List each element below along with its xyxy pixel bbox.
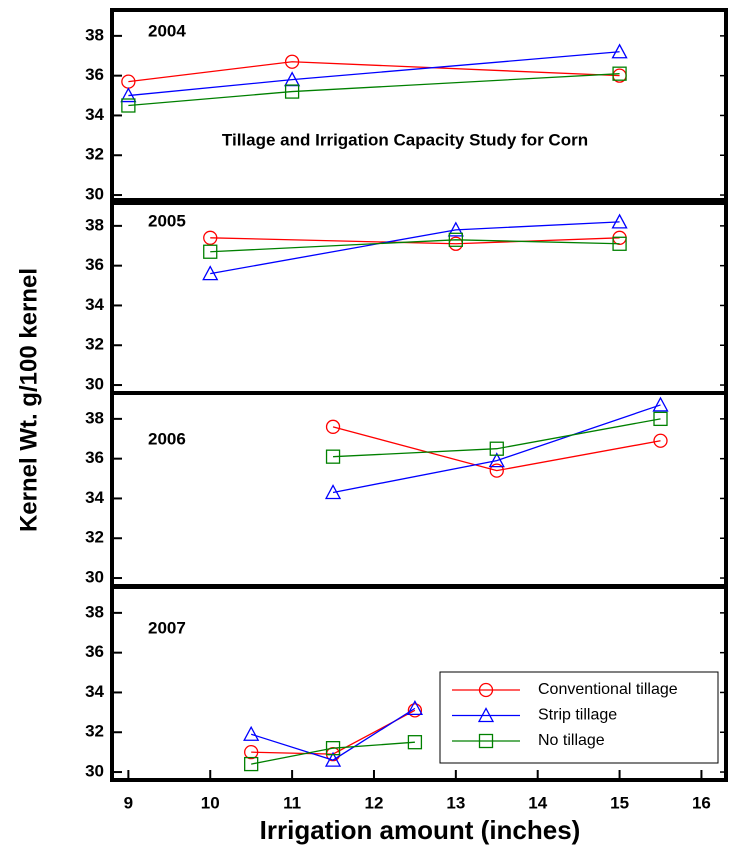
point bbox=[203, 230, 218, 245]
point bbox=[488, 452, 505, 468]
x-tick-label: 16 bbox=[692, 793, 711, 812]
point bbox=[406, 700, 423, 716]
y-tick-label: 34 bbox=[85, 105, 104, 124]
legend-marker bbox=[478, 733, 494, 749]
y-tick-label: 36 bbox=[85, 65, 104, 84]
y-tick-label: 38 bbox=[85, 215, 104, 234]
point bbox=[407, 735, 423, 750]
point bbox=[612, 236, 627, 251]
line-series bbox=[332, 404, 661, 494]
point bbox=[325, 419, 341, 434]
point bbox=[284, 84, 300, 99]
point bbox=[611, 43, 628, 59]
point bbox=[489, 463, 504, 478]
line-series bbox=[128, 73, 620, 107]
y-tick-label: 30 bbox=[85, 568, 104, 587]
y-tick-label: 32 bbox=[85, 528, 104, 547]
point bbox=[284, 54, 300, 69]
line-series bbox=[251, 741, 415, 765]
line-series bbox=[210, 239, 620, 253]
panel-frame bbox=[110, 198, 728, 395]
y-tick-label: 36 bbox=[85, 448, 104, 467]
point bbox=[325, 449, 341, 464]
x-axis-label: Irrigation amount (inches) bbox=[260, 815, 581, 845]
legend-marker bbox=[477, 707, 495, 723]
panel-frame bbox=[110, 8, 728, 205]
x-tick-label: 15 bbox=[610, 793, 629, 812]
x-tick-label: 11 bbox=[283, 793, 301, 812]
line-series bbox=[250, 707, 416, 761]
point bbox=[489, 441, 504, 456]
y-tick-label: 34 bbox=[85, 682, 104, 701]
y-tick-label: 30 bbox=[85, 185, 104, 204]
line-series bbox=[128, 51, 620, 97]
line-series bbox=[128, 61, 620, 83]
panel-frame bbox=[110, 585, 728, 782]
y-tick-label: 38 bbox=[85, 408, 104, 427]
y-tick-label: 30 bbox=[85, 762, 104, 781]
legend-label: Strip tillage bbox=[538, 707, 617, 724]
chart-title: Tillage and Irrigation Capacity Study fo… bbox=[222, 130, 588, 149]
point bbox=[243, 725, 260, 741]
point bbox=[202, 265, 219, 281]
legend-label: No tillage bbox=[538, 732, 605, 749]
y-tick-label: 32 bbox=[85, 335, 104, 354]
y-tick-label: 36 bbox=[85, 642, 104, 661]
panel-frame bbox=[110, 391, 728, 588]
x-tick-label: 12 bbox=[365, 793, 384, 812]
panel-year: 2007 bbox=[148, 618, 186, 637]
point bbox=[121, 98, 136, 113]
y-tick-label: 36 bbox=[85, 255, 104, 274]
x-tick-label: 10 bbox=[201, 793, 220, 812]
point bbox=[324, 751, 342, 767]
line-series bbox=[333, 418, 661, 458]
point bbox=[324, 484, 342, 500]
x-tick-label: 14 bbox=[528, 793, 547, 812]
legend-marker bbox=[478, 682, 494, 698]
panel-year: 2006 bbox=[148, 429, 186, 448]
y-tick-label: 34 bbox=[85, 295, 104, 314]
point bbox=[203, 244, 218, 259]
line-series bbox=[332, 426, 661, 472]
x-tick-label: 13 bbox=[446, 793, 465, 812]
point bbox=[244, 744, 259, 760]
panel-year: 2005 bbox=[148, 211, 186, 230]
point bbox=[653, 433, 668, 448]
point bbox=[407, 703, 423, 718]
point bbox=[652, 396, 669, 412]
y-tick-label: 30 bbox=[85, 375, 104, 394]
line-series bbox=[210, 221, 620, 275]
y-tick-label: 34 bbox=[85, 488, 104, 507]
line-series bbox=[210, 237, 620, 245]
y-axis-label: Kernel Wt. g/100 kernel bbox=[15, 268, 42, 532]
panel-year: 2004 bbox=[148, 21, 186, 40]
y-tick-label: 38 bbox=[85, 602, 104, 621]
x-tick-label: 9 bbox=[124, 793, 133, 812]
y-tick-label: 38 bbox=[85, 25, 104, 44]
point bbox=[448, 232, 463, 247]
legend-label: Conventional tillage bbox=[538, 681, 678, 698]
point bbox=[325, 741, 341, 756]
point bbox=[653, 411, 668, 427]
y-tick-label: 32 bbox=[85, 145, 104, 164]
point bbox=[244, 756, 259, 772]
point bbox=[120, 87, 137, 103]
point bbox=[611, 213, 628, 229]
point bbox=[447, 221, 464, 237]
point bbox=[612, 66, 627, 81]
y-tick-label: 32 bbox=[85, 722, 104, 741]
